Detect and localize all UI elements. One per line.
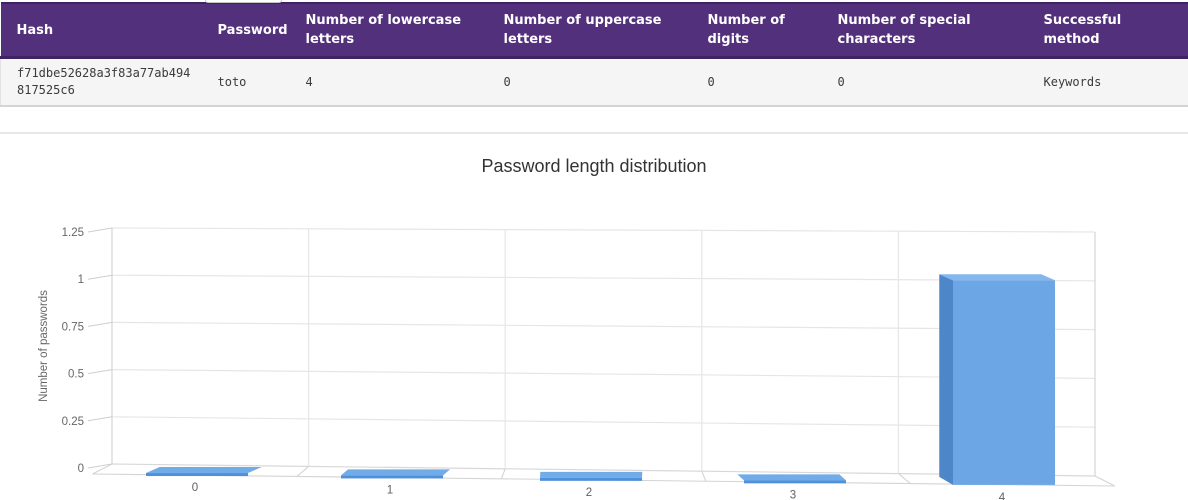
chart-bars bbox=[146, 274, 1055, 485]
bar-front-face[interactable] bbox=[341, 475, 443, 479]
y-tick-label: 0.75 bbox=[62, 321, 84, 333]
table-cell-0: f71dbe52628a3f83a77ab494817525c6 bbox=[0, 57, 202, 107]
y-gridline bbox=[111, 416, 1096, 428]
bar-category-1[interactable] bbox=[341, 469, 451, 479]
header-cell-6: Successful method bbox=[1027, 2, 1188, 59]
y-tick-label: 0.25 bbox=[62, 416, 84, 428]
bar-category-2[interactable] bbox=[540, 471, 643, 481]
floor-depth-line bbox=[701, 470, 707, 482]
y-tick-label: 0 bbox=[78, 463, 84, 475]
bar-front-face[interactable] bbox=[953, 280, 1055, 485]
table-cell-4: 0 bbox=[691, 57, 822, 107]
bar-top-face[interactable] bbox=[146, 467, 262, 474]
y-tick bbox=[87, 321, 113, 327]
floor-depth-line bbox=[1094, 475, 1116, 487]
y-gridline bbox=[111, 321, 1096, 331]
x-tick-label: 1 bbox=[387, 484, 393, 496]
section-divider bbox=[0, 132, 1188, 134]
chart-title: Password length distribution bbox=[481, 156, 707, 176]
floor-depth-line bbox=[92, 463, 113, 475]
x-tick-label: 4 bbox=[999, 492, 1006, 500]
table-row: f71dbe52628a3f83a77ab494817525c6 toto 4 0 0 0… bbox=[0, 57, 1188, 107]
header-cell-2: Number of lowercase letters bbox=[289, 2, 488, 59]
y-gridline bbox=[111, 369, 1096, 379]
bar-top-face[interactable] bbox=[540, 471, 643, 478]
cracked-hashes-table: Hash Password Number of lowercase letters N… bbox=[0, 2, 1188, 107]
x-tick-label: 0 bbox=[192, 482, 198, 494]
table-cell-1: toto bbox=[201, 57, 290, 107]
header-cell-0: Hash bbox=[0, 2, 202, 59]
y-gridline bbox=[111, 463, 1096, 477]
password-length-chart-canvas: 0 0.25 0.5 0.75 1 1.25 Number of passwords 0 1 2 3… bbox=[38, 227, 1116, 500]
header-cell-3: Number of uppercase letters bbox=[487, 2, 692, 59]
floor-depth-line bbox=[500, 468, 506, 479]
table-header-row: Hash Password Number of lowercase letters N… bbox=[0, 2, 1188, 59]
x-tick-label: 2 bbox=[586, 487, 592, 499]
table-cell-5: 0 bbox=[821, 57, 1028, 107]
chart-gridlines bbox=[92, 227, 1116, 487]
header-cell-1: Password bbox=[201, 2, 290, 59]
y-axis-title: Number of passwords bbox=[38, 290, 50, 402]
y-tick bbox=[87, 416, 113, 422]
floor-depth-line bbox=[296, 465, 309, 477]
y-tick-label: 1 bbox=[78, 274, 84, 286]
table-header: Hash Password Number of lowercase letters N… bbox=[0, 2, 1188, 59]
header-cell-4: Number of digits bbox=[691, 2, 822, 59]
y-gridline bbox=[111, 227, 1096, 233]
y-tick-label: 0.5 bbox=[68, 369, 84, 381]
bar-top-face[interactable] bbox=[341, 469, 451, 476]
bar-front-face[interactable] bbox=[540, 477, 642, 481]
table-cell-6: Keywords bbox=[1027, 57, 1188, 107]
y-tick bbox=[87, 369, 113, 375]
chart-axes: 0 0.25 0.5 0.75 1 1.25 Number of passwords 0 1 2 3… bbox=[38, 227, 1006, 500]
bar-category-0[interactable] bbox=[146, 467, 262, 477]
bar-category-4[interactable] bbox=[939, 274, 1055, 485]
y-tick bbox=[87, 227, 113, 233]
bar-top-face[interactable] bbox=[939, 274, 1055, 281]
y-tick bbox=[87, 274, 113, 280]
bar-front-face[interactable] bbox=[744, 480, 846, 484]
table-body: f71dbe52628a3f83a77ab494817525c6 toto 4 0 0 0… bbox=[0, 57, 1188, 107]
y-tick-label: 1.25 bbox=[62, 227, 84, 239]
bar-front-face[interactable] bbox=[146, 473, 248, 477]
x-tick-label: 3 bbox=[790, 489, 796, 500]
y-gridline bbox=[111, 274, 1096, 282]
bar-top-face[interactable] bbox=[737, 474, 846, 481]
table-cell-2: 4 bbox=[289, 57, 488, 107]
header-cell-5: Number of special characters bbox=[821, 2, 1028, 59]
scrolled-element-bottom-fragment bbox=[205, 0, 282, 3]
y-tick bbox=[87, 463, 113, 469]
bar-side-face[interactable] bbox=[939, 274, 953, 485]
table-cell-3: 0 bbox=[487, 57, 692, 107]
floor-depth-line bbox=[898, 473, 911, 485]
bar-category-3[interactable] bbox=[737, 474, 846, 484]
